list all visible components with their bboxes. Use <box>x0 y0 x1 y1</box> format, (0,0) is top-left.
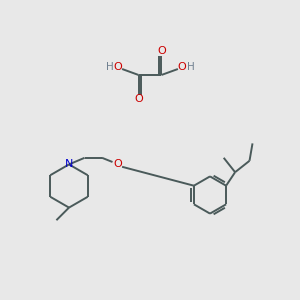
Text: O: O <box>157 46 166 56</box>
Text: H: H <box>187 61 194 72</box>
Text: O: O <box>134 94 143 104</box>
Text: N: N <box>65 159 73 170</box>
Text: O: O <box>113 159 122 170</box>
Text: H: H <box>106 61 113 72</box>
Text: O: O <box>177 62 186 73</box>
Text: O: O <box>114 62 123 73</box>
